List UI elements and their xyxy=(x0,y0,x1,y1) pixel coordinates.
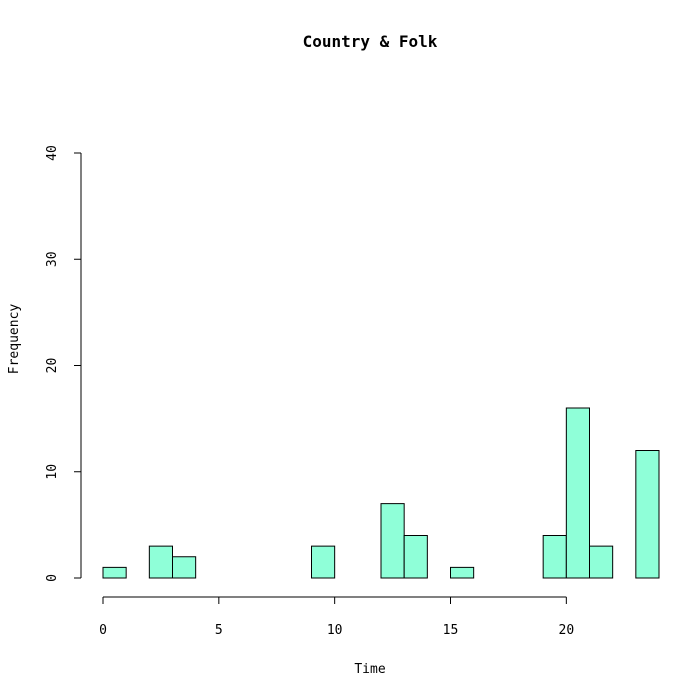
y-tick-label-1: 10 xyxy=(45,464,60,480)
x-tick-label-4: 20 xyxy=(559,623,575,638)
y-axis: 0 10 20 30 40 xyxy=(45,145,82,582)
x-tick-label-0: 0 xyxy=(99,623,107,638)
y-tick-label-4: 40 xyxy=(45,145,60,161)
histogram-bar-9 xyxy=(311,545,336,579)
x-tick-label-3: 15 xyxy=(443,623,459,638)
y-tick-label-0: 0 xyxy=(45,574,60,582)
y-tick-label-3: 30 xyxy=(45,251,60,267)
x-tick-label-1: 5 xyxy=(215,623,223,638)
histogram-bar-2 xyxy=(148,545,173,579)
x-tick-label-2: 10 xyxy=(327,623,343,638)
histogram-bar-13 xyxy=(403,535,428,579)
histogram-bar-3 xyxy=(172,556,197,579)
histogram-bar-12 xyxy=(380,503,405,579)
histogram-bar-0 xyxy=(102,566,127,579)
bars-group xyxy=(102,407,660,579)
y-tick-label-2: 20 xyxy=(45,358,60,374)
histogram-bar-15 xyxy=(450,566,475,579)
histogram-bar-19 xyxy=(542,535,567,579)
histogram-bar-21 xyxy=(589,545,614,579)
x-axis: 0 5 10 15 20 xyxy=(99,596,575,638)
chart-title: Country & Folk xyxy=(303,32,438,51)
histogram-bar-20 xyxy=(565,407,590,579)
y-axis-label: Frequency xyxy=(7,304,22,375)
histogram-bar-23 xyxy=(635,450,660,579)
x-axis-label: Time xyxy=(354,662,385,677)
